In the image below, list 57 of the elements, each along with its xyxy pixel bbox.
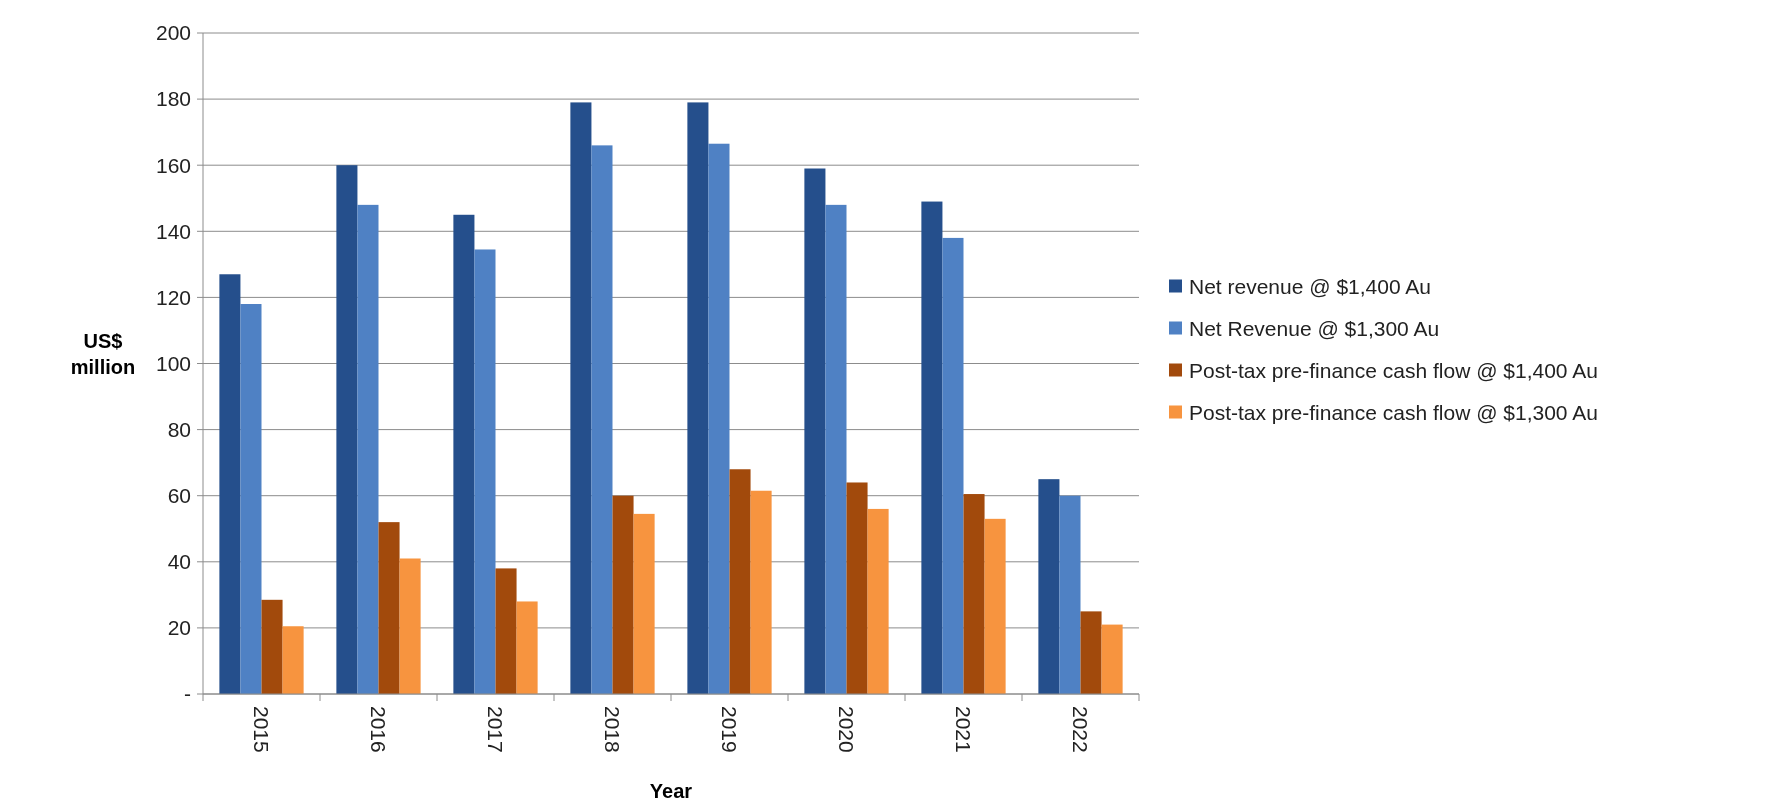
- y-tick-label: 20: [167, 616, 191, 640]
- bar: [240, 304, 262, 694]
- bar: [261, 599, 283, 694]
- legend-label: Post-tax pre-finance cash flow @ $1,400 Au: [1189, 358, 1598, 382]
- bar: [1101, 624, 1123, 694]
- bar: [729, 469, 751, 694]
- y-tick-label: 120: [155, 285, 191, 309]
- y-tick-label: 200: [155, 21, 191, 45]
- y-tick-label: 140: [155, 219, 191, 243]
- bar: [399, 558, 421, 694]
- bar: [687, 102, 709, 694]
- bar: [570, 102, 592, 694]
- y-axis-title: US$ million: [70, 329, 136, 378]
- bar: [633, 513, 655, 694]
- bar: [1080, 611, 1102, 694]
- bar: [942, 237, 964, 694]
- bar: [825, 204, 847, 694]
- bar: [984, 518, 1006, 694]
- bar: [336, 165, 358, 694]
- y-tick-label: -: [184, 682, 191, 706]
- bar: [495, 568, 517, 694]
- x-tick-label: 2021: [952, 706, 976, 753]
- bar: [708, 143, 730, 694]
- y-tick-label: 160: [155, 153, 191, 177]
- x-tick-label: 2018: [601, 706, 625, 753]
- y-tick-label: 40: [167, 550, 191, 574]
- legend-label: Net Revenue @ $1,300 Au: [1189, 316, 1440, 340]
- x-tick-label: 2019: [718, 706, 742, 753]
- bar: [804, 168, 826, 694]
- bar: [1038, 479, 1060, 694]
- bar: [1059, 495, 1081, 694]
- y-tick-label: 100: [155, 351, 191, 375]
- x-axis-title: Year: [649, 780, 693, 802]
- bar: [378, 522, 400, 694]
- bar: [516, 601, 538, 694]
- bar: [453, 214, 475, 694]
- bar: [282, 626, 304, 694]
- x-tick-label: 2017: [484, 706, 508, 753]
- y-tick-label: 80: [167, 417, 191, 441]
- x-tick-label: 2022: [1069, 706, 1093, 753]
- bar: [591, 145, 613, 694]
- x-tick-label: 2015: [250, 706, 274, 753]
- bar: [474, 249, 496, 694]
- bar: [846, 482, 868, 694]
- bar: [750, 490, 772, 694]
- x-tick-label: 2016: [367, 706, 391, 753]
- x-tick-label: 2020: [835, 706, 859, 753]
- bar: [867, 508, 889, 694]
- bar: [219, 274, 241, 694]
- y-tick-label: 60: [167, 484, 191, 508]
- bar: [921, 201, 943, 694]
- bar: [612, 495, 634, 694]
- y-tick-label: 180: [155, 87, 191, 111]
- bar: [357, 204, 379, 694]
- legend-label: Net revenue @ $1,400 Au: [1189, 274, 1431, 298]
- bar: [963, 494, 985, 694]
- legend-label: Post-tax pre-finance cash flow @ $1,300 Au: [1189, 400, 1598, 424]
